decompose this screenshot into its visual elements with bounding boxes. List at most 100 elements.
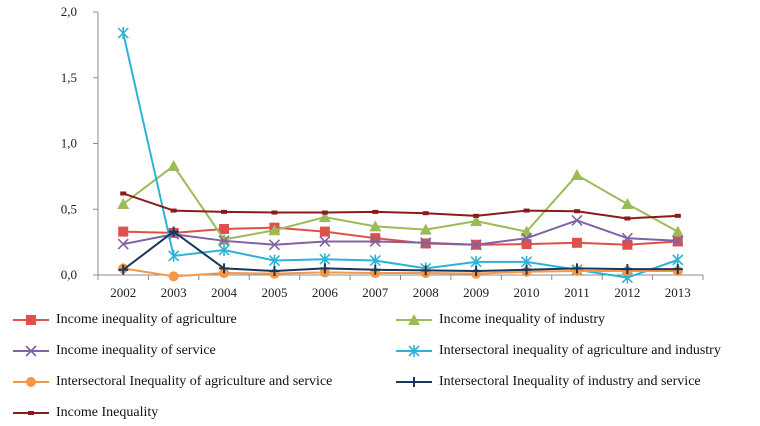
- data-point: [422, 211, 429, 216]
- data-point: [319, 263, 330, 274]
- series-1: [118, 222, 683, 250]
- data-point: [170, 208, 177, 213]
- legend-swatch: [396, 345, 432, 357]
- legend-label: Intersectoral inequality of agriculture …: [439, 343, 721, 358]
- data-point: [621, 232, 633, 244]
- data-point: [470, 239, 482, 251]
- data-point: [672, 253, 684, 266]
- data-point: [319, 235, 331, 248]
- y-tick-label: 0,0: [61, 267, 77, 282]
- data-point: [369, 235, 381, 248]
- x-tick-label: 2003: [161, 285, 187, 300]
- data-point: [521, 239, 532, 250]
- legend-swatch: [13, 345, 49, 357]
- data-point: [622, 239, 633, 250]
- legend-marker: [409, 377, 419, 387]
- data-point: [372, 209, 379, 214]
- data-point: [573, 209, 580, 214]
- data-point: [221, 209, 228, 214]
- legend-swatch: [13, 377, 49, 387]
- data-point: [571, 263, 582, 274]
- legend-swatch: [396, 377, 432, 387]
- legend-swatch: [13, 411, 49, 415]
- legend-item-3: Income inequality of service: [12, 341, 216, 361]
- series-3: [117, 214, 684, 251]
- y-tick-label: 2,0: [61, 4, 77, 19]
- legend-label: Income inequality of industry: [439, 312, 606, 327]
- x-tick-label: 2002: [110, 285, 136, 300]
- data-point: [520, 232, 533, 244]
- data-point: [118, 226, 129, 237]
- data-point: [624, 216, 631, 221]
- series-line: [123, 267, 678, 278]
- data-point: [370, 233, 381, 244]
- data-point: [622, 264, 633, 275]
- series-4: [117, 27, 684, 284]
- legend-marker: [26, 315, 36, 325]
- y-tick-label: 1,0: [61, 136, 77, 151]
- data-point: [420, 265, 431, 276]
- x-tick-label: 2008: [413, 285, 439, 300]
- data-point: [168, 271, 179, 282]
- data-point: [470, 255, 482, 268]
- x-tick-label: 2007: [362, 285, 389, 300]
- data-point: [471, 266, 482, 277]
- data-point: [168, 226, 179, 237]
- data-point: [318, 211, 331, 223]
- data-point: [369, 254, 381, 267]
- series-line: [123, 226, 678, 246]
- legend-item-6: Intersectoral Inequality of industry and…: [395, 372, 701, 392]
- data-point: [219, 223, 230, 234]
- data-point: [521, 264, 532, 275]
- data-point: [219, 263, 230, 274]
- series-line: [122, 230, 678, 273]
- series-7: [120, 191, 681, 221]
- data-point: [319, 253, 331, 266]
- legend-label: Intersectoral Inequality of agriculture …: [56, 374, 333, 389]
- x-tick-label: 2012: [614, 285, 640, 300]
- data-point: [419, 223, 432, 235]
- data-point: [321, 210, 328, 215]
- legend-marker: [28, 411, 34, 415]
- x-tick-label: 2006: [312, 285, 339, 300]
- legend-marker: [408, 345, 420, 357]
- legend-item-2: Income inequality of industry: [395, 310, 605, 330]
- data-point: [672, 264, 683, 275]
- data-point: [523, 208, 530, 213]
- data-point: [671, 225, 684, 237]
- data-point: [520, 225, 533, 237]
- x-tick-label: 2005: [261, 285, 287, 300]
- data-point: [268, 224, 281, 236]
- legend-marker: [408, 314, 420, 325]
- series-line: [122, 164, 679, 241]
- legend-label: Intersectoral Inequality of industry and…: [439, 374, 701, 389]
- y-tick-label: 0,5: [61, 201, 77, 216]
- data-point: [269, 266, 280, 277]
- series-2: [117, 159, 684, 245]
- data-point: [420, 237, 432, 249]
- data-point: [370, 264, 381, 275]
- data-point: [369, 220, 382, 232]
- legend-marker: [26, 377, 36, 387]
- data-point: [218, 235, 230, 247]
- data-point: [167, 159, 180, 171]
- data-point: [674, 213, 681, 218]
- x-tick-label: 2013: [665, 285, 691, 300]
- x-tick-label: 2010: [514, 285, 540, 300]
- legend-label: Income inequality of agriculture: [56, 312, 237, 327]
- x-tick-label: 2009: [463, 285, 489, 300]
- series-line: [123, 219, 678, 246]
- y-tick-label: 1,5: [61, 70, 77, 85]
- data-point: [117, 197, 130, 209]
- legend-swatch: [396, 314, 432, 325]
- data-point: [621, 197, 634, 209]
- data-point: [218, 244, 230, 257]
- data-point: [120, 191, 127, 196]
- chart-legend: Income inequality of agriculture Income i…: [0, 306, 760, 424]
- data-point: [168, 249, 180, 262]
- legend-item-5: Intersectoral Inequality of agriculture …: [12, 372, 332, 392]
- data-point: [117, 238, 129, 250]
- data-point: [117, 27, 129, 40]
- x-tick-label: 2004: [211, 285, 238, 300]
- data-point: [268, 239, 281, 251]
